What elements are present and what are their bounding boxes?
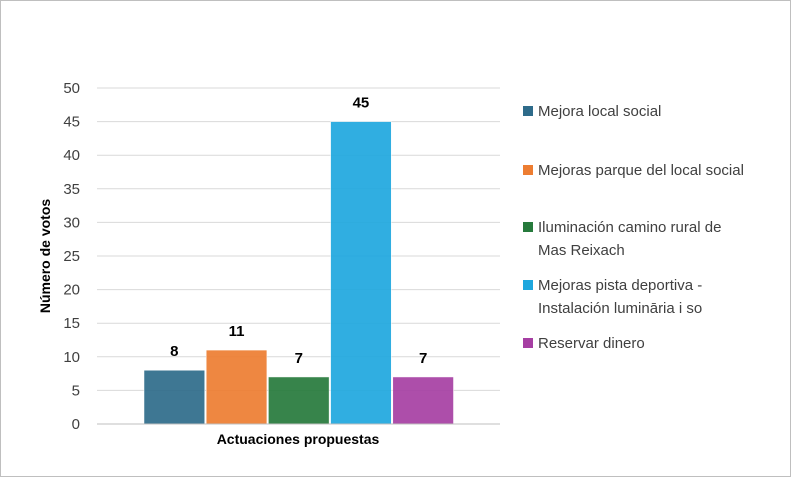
bar-2: [205, 349, 268, 425]
legend: Mejora local social Mejoras parque del lo…: [523, 103, 744, 352]
y-tick-label: 10: [63, 349, 80, 366]
y-tick-label: 25: [63, 248, 80, 265]
y-tick-label: 50: [63, 80, 80, 97]
legend-label: Mejora local social: [538, 103, 661, 120]
y-tick-label: 20: [63, 282, 80, 299]
data-labels: 8 11 7 45 7: [170, 95, 427, 367]
legend-label: Reservar dinero: [538, 335, 645, 352]
y-tick-label: 45: [63, 114, 80, 131]
bar-3: [268, 376, 330, 425]
data-label: 11: [229, 323, 245, 340]
legend-swatch: [523, 165, 533, 175]
x-axis-title: Actuaciones propuestas: [217, 431, 380, 447]
legend-label: Iluminación camino rural de: [538, 219, 721, 236]
y-axis-title: Número de votos: [37, 199, 53, 314]
data-label: 8: [170, 343, 178, 360]
legend-label: Instalación lumināria i so: [538, 300, 702, 317]
y-tick-label: 15: [63, 315, 80, 332]
y-tick-label: 35: [63, 181, 80, 198]
legend-swatch: [523, 280, 533, 290]
y-tick-label: 40: [63, 147, 80, 164]
y-axis-ticks: 0 5 10 15 20 25 30 35 40 45 50: [63, 80, 80, 433]
legend-label: Mas Reixach: [538, 242, 625, 259]
y-tick-label: 5: [72, 382, 80, 399]
legend-label: Mejoras pista deportiva -: [538, 277, 702, 294]
y-tick-label: 0: [72, 416, 80, 433]
bar-1: [143, 369, 205, 425]
legend-label: Mejoras parque del local social: [538, 162, 744, 179]
bar-4: [330, 121, 392, 425]
data-label: 7: [295, 350, 303, 367]
data-label: 7: [419, 350, 427, 367]
gridlines: [97, 87, 500, 391]
y-tick-label: 30: [63, 214, 80, 231]
legend-swatch: [523, 222, 533, 232]
legend-swatch: [523, 106, 533, 116]
bar-5: [392, 376, 454, 425]
bars: [143, 121, 454, 425]
legend-swatch: [523, 338, 533, 348]
data-label: 45: [353, 95, 370, 112]
